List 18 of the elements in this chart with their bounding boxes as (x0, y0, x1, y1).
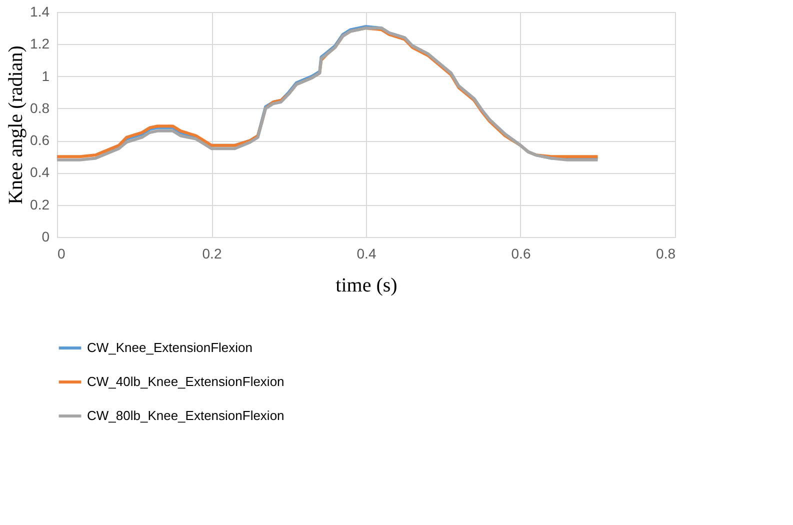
y-tick-label: 1 (42, 68, 50, 84)
legend-label: CW_80lb_Knee_ExtensionFlexion (87, 408, 284, 423)
y-tick-label: 0 (42, 228, 50, 244)
y-tick-label: 1.2 (30, 36, 50, 52)
x-tick-label: 0.4 (356, 246, 376, 262)
x-tick-label: 0.8 (656, 246, 676, 262)
y-tick-label: 0.2 (30, 196, 50, 212)
x-tick-label: 0.2 (202, 246, 222, 262)
y-tick-label: 1.4 (30, 4, 50, 20)
y-tick-label: 0.8 (30, 100, 50, 116)
legend-label: CW_40lb_Knee_ExtensionFlexion (87, 374, 284, 389)
y-axis-title: Knee angle (radian) (5, 46, 28, 204)
x-axis-title: time (s) (336, 274, 398, 296)
x-tick-label: 0.6 (511, 246, 531, 262)
legend-label: CW_Knee_ExtensionFlexion (87, 340, 252, 355)
y-tick-label: 0.6 (30, 132, 50, 148)
x-tick-label: 0 (58, 246, 66, 262)
y-tick-label: 0.4 (30, 164, 50, 180)
